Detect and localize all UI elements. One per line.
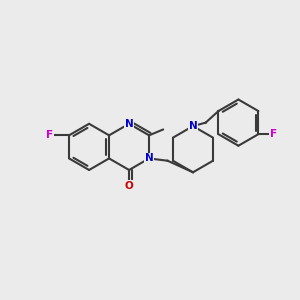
Text: N: N (189, 121, 197, 131)
Text: F: F (46, 130, 53, 140)
Text: F: F (270, 129, 277, 139)
Text: O: O (125, 181, 134, 191)
Text: N: N (145, 153, 154, 164)
Text: N: N (125, 119, 134, 129)
